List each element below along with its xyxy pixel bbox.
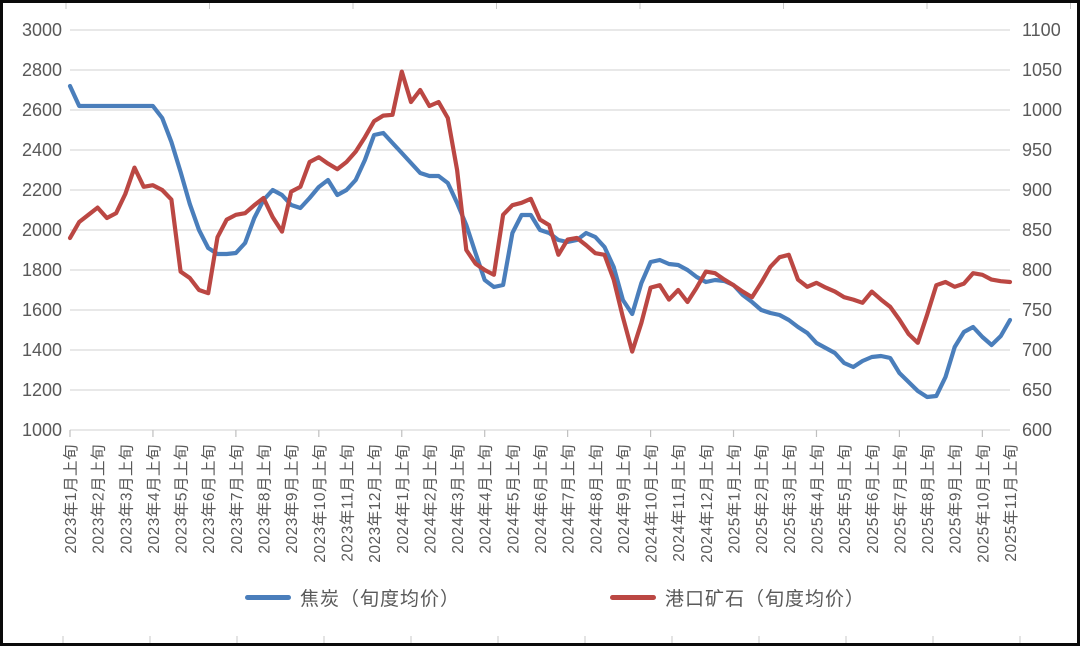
line-chart-svg: 3000 2800 2600 2400 2200 2000 1800 1600 1400 1200… bbox=[22, 3, 1071, 643]
x-axis-tick-label: 2024年4月上旬 bbox=[477, 444, 495, 554]
left-axis-tick-label: 2000 bbox=[22, 220, 62, 240]
left-axis-tick-label: 1200 bbox=[22, 380, 62, 400]
x-axis-tick-label: 2024年7月上旬 bbox=[560, 444, 578, 554]
legend: 焦炭（旬度均价） 港口矿石（旬度均价） bbox=[33, 584, 1077, 611]
x-axis-tick-label: 2025年9月上旬 bbox=[947, 444, 965, 554]
iron-ore-legend-label: 港口矿石（旬度均价） bbox=[665, 589, 866, 610]
left-axis-tick-label: 2400 bbox=[22, 140, 62, 160]
left-axis-tick-label: 2800 bbox=[22, 60, 62, 80]
right-axis-tick-label: 800 bbox=[1022, 260, 1052, 280]
right-axis-tick-label: 950 bbox=[1022, 140, 1052, 160]
x-axis-tick-label: 2023年6月上旬 bbox=[200, 444, 218, 554]
x-axis-tick-label: 2025年4月上旬 bbox=[808, 444, 826, 554]
x-axis-tick-label: 2025年10月上旬 bbox=[974, 444, 992, 563]
x-axis-tick-label: 2023年12月上旬 bbox=[366, 444, 384, 563]
x-axis-tick-label: 2023年8月上旬 bbox=[256, 444, 274, 554]
right-axis-tick-label: 1100 bbox=[1022, 20, 1061, 40]
iron-ore-series-line bbox=[67, 69, 1013, 354]
x-axis-tick-label: 2025年11月上旬 bbox=[1002, 444, 1020, 562]
right-axis-tick-label: 1000 bbox=[1022, 100, 1062, 120]
left-axis-tick-label: 1800 bbox=[22, 260, 62, 280]
x-axis-tick-label: 2024年9月上旬 bbox=[615, 444, 633, 554]
coke-legend-label: 焦炭（旬度均价） bbox=[299, 589, 460, 610]
x-axis-tick-label: 2025年3月上旬 bbox=[781, 444, 799, 554]
iron-ore-legend-swatch bbox=[610, 595, 656, 600]
left-axis-tick-label: 2200 bbox=[22, 180, 62, 200]
left-axis-tick-label: 2600 bbox=[22, 100, 62, 120]
x-axis-tick-label: 2023年3月上旬 bbox=[117, 444, 135, 554]
x-axis-tick-label: 2024年1月上旬 bbox=[394, 444, 412, 554]
left-axis-tick-label: 1400 bbox=[22, 340, 62, 360]
x-axis-tick-label: 2025年8月上旬 bbox=[919, 444, 937, 554]
right-axis-tick-label: 650 bbox=[1022, 380, 1052, 400]
x-axis-tick-label: 2023年2月上旬 bbox=[90, 444, 108, 554]
x-axis-tick-label: 2023年1月上旬 bbox=[62, 444, 80, 554]
left-axis-tick-label: 3000 bbox=[22, 20, 62, 40]
right-axis-tick-label: 1050 bbox=[1022, 60, 1062, 80]
legend-item-iron-ore: 港口矿石（旬度均价） bbox=[610, 584, 865, 611]
x-axis-tick-label: 2025年5月上旬 bbox=[836, 444, 854, 554]
x-axis-tick-label: 2025年7月上旬 bbox=[891, 444, 909, 554]
x-axis-tick-label: 2023年4月上旬 bbox=[145, 444, 163, 554]
x-axis-tick-label: 2023年11月上旬 bbox=[338, 444, 356, 562]
right-axis-tick-label: 600 bbox=[1022, 420, 1052, 440]
left-axis-tick-label: 1000 bbox=[22, 420, 62, 440]
x-axis-tick-label: 2025年1月上旬 bbox=[726, 444, 744, 554]
x-axis-tick-label: 2024年6月上旬 bbox=[532, 444, 550, 554]
x-axis-tick-label: 2024年11月上旬 bbox=[670, 444, 688, 562]
legend-item-coke: 焦炭（旬度均价） bbox=[244, 584, 460, 611]
x-axis-tick-label: 2023年9月上旬 bbox=[283, 444, 301, 554]
right-axis-tick-label: 750 bbox=[1022, 300, 1052, 320]
x-axis-tick-label: 2023年10月上旬 bbox=[311, 444, 329, 563]
coke-legend-swatch bbox=[244, 595, 291, 600]
x-axis-tick-label: 2024年5月上旬 bbox=[504, 444, 522, 554]
right-axis-tick-label: 850 bbox=[1022, 220, 1052, 240]
x-axis-tick-label: 2024年2月上旬 bbox=[421, 444, 439, 554]
right-axis-tick-label: 900 bbox=[1022, 180, 1052, 200]
x-axis-tick-label: 2025年2月上旬 bbox=[753, 444, 771, 554]
x-axis-tick-label: 2023年7月上旬 bbox=[228, 444, 246, 554]
x-axis-tick-label: 2024年8月上旬 bbox=[587, 444, 605, 554]
coke-series-line bbox=[67, 83, 1013, 400]
x-axis-tick-label: 2025年6月上旬 bbox=[864, 444, 882, 554]
x-axis-tick-label: 2023年5月上旬 bbox=[173, 444, 191, 554]
x-axis-tick-label: 2024年12月上旬 bbox=[698, 444, 716, 563]
x-axis-tick-label: 2024年3月上旬 bbox=[449, 444, 467, 554]
left-axis-tick-label: 1600 bbox=[22, 300, 62, 320]
x-axis-tick-label: 2024年10月上旬 bbox=[643, 444, 661, 563]
right-axis-tick-label: 700 bbox=[1022, 340, 1052, 360]
